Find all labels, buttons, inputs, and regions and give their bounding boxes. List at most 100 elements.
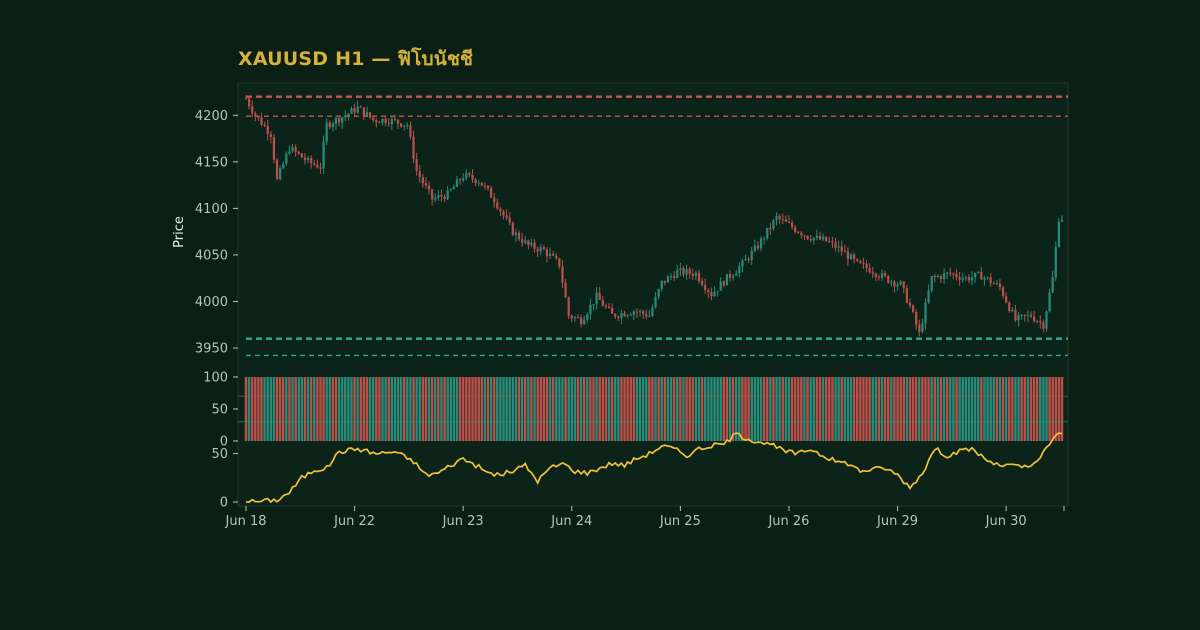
osc-bar (1039, 377, 1042, 441)
candle-body (908, 302, 912, 306)
osc-bar (260, 377, 263, 441)
osc-bar (623, 377, 626, 441)
candle-body (310, 158, 313, 164)
candle-body (527, 240, 530, 245)
candle-body (555, 255, 558, 259)
osc-bar (595, 377, 598, 441)
candle-body (741, 260, 744, 267)
osc-bar (663, 377, 667, 441)
x-tick-label: Jun 24 (550, 514, 592, 529)
osc-bar (750, 377, 753, 441)
candle-body (700, 281, 704, 286)
candle-body (558, 258, 561, 267)
osc-bar (741, 377, 744, 441)
osc-bar (592, 377, 595, 441)
osc-bar (381, 377, 384, 441)
candle-body (778, 215, 781, 220)
candle-body (530, 242, 533, 245)
candle-body (434, 197, 437, 200)
candle-body (393, 118, 397, 120)
osc-bar (1054, 377, 1058, 441)
osc-bar (437, 377, 440, 441)
candle-body (995, 283, 998, 285)
osc-bar (964, 377, 968, 441)
candle-body (381, 118, 384, 123)
osc-bar (790, 377, 794, 441)
osc-bar (738, 377, 741, 441)
candle-body (1032, 316, 1036, 322)
osc-bar (309, 377, 313, 441)
x-tick-label: Jun 26 (767, 514, 809, 529)
candle-body (1029, 314, 1033, 317)
candle-body (638, 311, 642, 313)
osc-bar (635, 377, 639, 441)
candle-body (508, 217, 511, 223)
candle-body (266, 125, 269, 134)
osc-bar (418, 377, 421, 441)
osc-bar (570, 377, 574, 441)
candle-body (418, 171, 421, 178)
candle-body (1026, 314, 1029, 316)
osc-bar (722, 377, 726, 441)
candle-body (269, 133, 272, 138)
candle-body (821, 236, 825, 240)
osc-bar (598, 377, 601, 441)
osc-bar (322, 377, 325, 441)
osc-bar (517, 377, 521, 441)
candle-body (427, 185, 431, 190)
candle-body (648, 315, 651, 317)
candle-body (735, 273, 738, 276)
candle-body (657, 289, 660, 297)
osc-bar (781, 377, 785, 441)
candle-body (946, 272, 949, 274)
osc-bar (1045, 377, 1048, 441)
candle-body (1023, 314, 1026, 316)
candle-body (831, 241, 834, 243)
osc-bar (641, 377, 645, 441)
osc-bar (905, 377, 909, 441)
candle-body (679, 268, 682, 271)
candle-body (421, 177, 424, 184)
osc-bar (753, 377, 757, 441)
osc-bar (983, 377, 986, 441)
osc-bar (483, 377, 487, 441)
candle-body (713, 291, 716, 297)
candle-body (753, 245, 756, 251)
osc-bar (995, 377, 999, 441)
osc-bar (815, 377, 819, 441)
osc-bar (1023, 377, 1027, 441)
osc-bar (666, 377, 670, 441)
osc-bar (499, 377, 502, 441)
osc-bar (393, 377, 397, 441)
plot-frame (237, 82, 1069, 507)
osc-bar (455, 377, 459, 441)
candle-body (902, 281, 905, 288)
candle-body (244, 98, 248, 100)
candle-body (586, 314, 589, 320)
osc-bar (893, 377, 896, 441)
candle-body (1014, 309, 1017, 321)
osc-bar (244, 377, 248, 441)
candle-body (437, 195, 440, 198)
osc-bar (468, 377, 471, 441)
candle-body (843, 251, 846, 253)
candle-body (846, 251, 850, 260)
candle-body (378, 122, 381, 124)
candle-body (772, 220, 775, 229)
candle-body (614, 313, 617, 317)
candle-body (263, 124, 266, 126)
osc-bar (350, 377, 353, 441)
candle-body (592, 304, 595, 306)
osc-bar (368, 377, 372, 441)
osc-bar (626, 377, 629, 441)
osc-bar (291, 377, 294, 441)
bar-tick-label: 50 (211, 403, 228, 418)
osc-bar (908, 377, 912, 441)
candle-body (828, 241, 831, 243)
x-tick-label: Jun 23 (442, 514, 484, 529)
price-tick-label: 4100 (195, 202, 228, 217)
osc-bar (855, 377, 859, 441)
osc-bar (874, 377, 878, 441)
osc-bar (387, 377, 390, 441)
candle-body (567, 297, 570, 316)
